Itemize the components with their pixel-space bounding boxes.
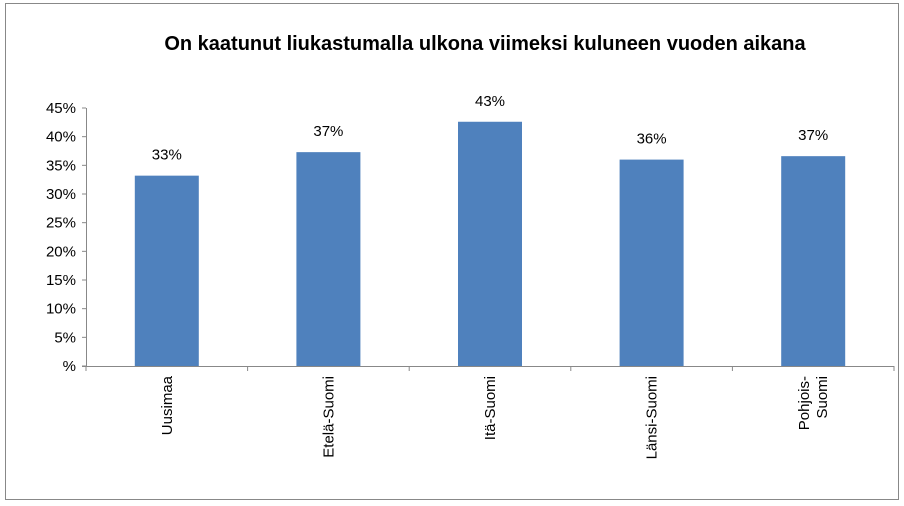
y-tick-label: 25% [46,215,76,232]
x-tick-label: Itä-Suomi [482,376,499,440]
value-label: 43% [475,93,505,110]
y-tick-label: 30% [46,186,76,203]
value-label: 36% [637,131,667,148]
bar [781,156,846,366]
y-tick-label: 10% [46,301,76,318]
bar [134,175,199,366]
y-tick-label: 5% [54,329,76,346]
y-tick-label: 20% [46,243,76,260]
y-tick-label: 45% [46,100,76,117]
x-tick-label: Pohjois-Suomi [796,376,831,430]
bar [458,121,522,366]
x-tick-label: Uusimaa [159,375,176,435]
value-label: 37% [798,127,828,144]
bar [619,159,684,366]
y-tick-label: % [63,358,76,375]
y-tick-label: 35% [46,157,76,174]
x-tick-label: Etelä-Suomi [320,376,337,458]
chart-title: On kaatunut liukastumalla ulkona viimeks… [164,33,806,55]
value-label: 33% [152,147,182,164]
value-label: 37% [313,123,343,140]
y-tick-label: 15% [46,272,76,289]
y-tick-label: 40% [46,129,76,146]
bar [296,152,361,366]
chart-border [5,3,899,500]
x-tick-label: Länsi-Suomi [644,376,661,459]
